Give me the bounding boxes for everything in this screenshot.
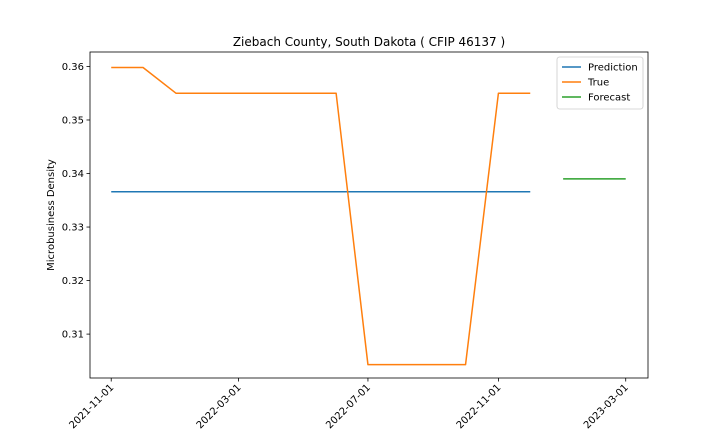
y-tick-label: 0.36 <box>62 62 84 73</box>
x-tick-label: 2023-03-01 <box>582 382 631 431</box>
legend-box <box>556 56 644 110</box>
legend-label-forecast: Forecast <box>588 93 630 104</box>
y-tick-label: 0.35 <box>62 115 84 126</box>
plot-area <box>111 66 626 366</box>
chart-title: Ziebach County, South Dakota ( CFIP 4613… <box>233 35 505 49</box>
legend-label-prediction: Prediction <box>588 63 638 74</box>
series-line-true <box>111 66 531 366</box>
legend: Prediction True Forecast <box>556 56 644 110</box>
x-tick-label: 2022-03-01 <box>195 382 244 431</box>
legend-label-true: True <box>587 78 609 89</box>
y-tick-label: 0.32 <box>62 276 84 287</box>
y-tick-label: 0.33 <box>62 223 84 234</box>
y-tick-label: 0.31 <box>62 330 84 341</box>
x-tick-label: 2022-07-01 <box>324 382 373 431</box>
x-tick-label: 2022-11-01 <box>455 382 504 431</box>
y-axis-label: Microbusiness Density <box>46 159 57 271</box>
y-tick-label: 0.34 <box>62 169 84 180</box>
x-tick-label: 2021-11-01 <box>67 382 116 431</box>
axes-frame <box>89 51 649 379</box>
